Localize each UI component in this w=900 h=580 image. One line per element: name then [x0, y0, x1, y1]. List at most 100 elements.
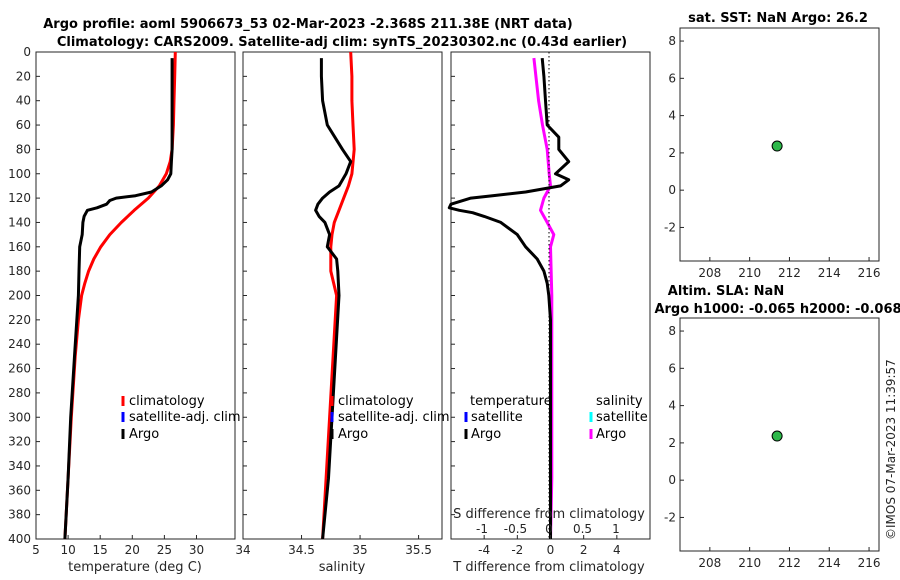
y-tick-label: 6 [668, 71, 676, 85]
sla-ticks: 208 210 212 214 216 8 6 4 2 0 -2 [664, 324, 880, 570]
depth-tick-label: 220 [8, 313, 31, 327]
depth-tick-label: 260 [8, 362, 31, 376]
y-tick-label: 0 [668, 473, 676, 487]
x-tick-label: 212 [778, 266, 801, 280]
x-tick-label: 216 [858, 556, 881, 570]
x-tick-label: 210 [738, 556, 761, 570]
difference-x-ticks: -4 -2 0 2 4 [478, 535, 621, 557]
legend-label: satellite-adj. clim [129, 410, 241, 425]
depth-tick-label: 360 [8, 483, 31, 497]
x-tick-label: 25 [157, 543, 172, 557]
figure-title-line2: Climatology: CARS2009. Satellite-adj cli… [57, 35, 627, 50]
x-tick-label: 5 [32, 543, 40, 557]
sla-title-line1: Altim. SLA: NaN [668, 284, 784, 299]
depth-tick-label: 160 [8, 240, 31, 254]
temperature-legend: climatology satellite-adj. clim Argo [121, 394, 241, 442]
s-tick-label: 1 [612, 522, 620, 536]
x-tick-label: 30 [189, 543, 204, 557]
salinity-xlabel: salinity [319, 560, 366, 575]
temp-climatology-line [63, 51, 177, 540]
figure-title-line1: Argo profile: aoml 5906673_53 02-Mar-202… [43, 17, 573, 32]
y-tick-label: -2 [664, 510, 676, 524]
x-tick-label: 208 [698, 556, 721, 570]
y-tick-label: 0 [668, 183, 676, 197]
depth-tick-labels: 0 20 40 60 80 100 120 140 160 180 200 220 240 260 280 3… [8, 45, 455, 546]
sla-title-line2: Argo h1000: -0.065 h2000: -0.068 [654, 302, 900, 317]
sla-axes [679, 317, 880, 552]
x-tick-label: -2 [511, 543, 523, 557]
sal-climatology-line [321, 51, 356, 540]
x-tick-label: 35.5 [405, 543, 432, 557]
s-tick-label: -1 [476, 522, 488, 536]
x-tick-label: 10 [60, 543, 75, 557]
x-tick-label: 34.5 [288, 543, 315, 557]
s-tick-label: -0.5 [504, 522, 527, 536]
x-tick-label: 216 [858, 266, 881, 280]
x-tick-label: 15 [93, 543, 108, 557]
depth-tick-label: 300 [8, 410, 31, 424]
y-tick-label: 2 [668, 146, 676, 160]
legend-label: climatology [129, 394, 205, 409]
legend-label: satellite [471, 410, 523, 425]
depth-tick-label: 0 [23, 45, 31, 59]
x-tick-label: 210 [738, 266, 761, 280]
temperature-axes [35, 51, 236, 540]
sal-argo-line [314, 58, 353, 540]
depth-tick-label: 200 [8, 289, 31, 303]
x-tick-label: 212 [778, 556, 801, 570]
difference-legend: temperature salinity satellite Argo sate… [464, 394, 648, 442]
difference-xlabel: T difference from climatology [452, 560, 645, 575]
depth-tick-label: 280 [8, 386, 31, 400]
y-tick-label: 2 [668, 436, 676, 450]
depth-tick-label: 180 [8, 264, 31, 278]
temp-argo-line [63, 58, 174, 540]
x-tick-label: 35 [352, 543, 367, 557]
s-tick-label: 0.5 [573, 522, 592, 536]
depth-tick-label: 80 [16, 142, 31, 156]
depth-tick-label: 240 [8, 337, 31, 351]
imos-watermark: ©IMOS 07-Mar-2023 11:39:57 [884, 359, 898, 540]
x-tick-label: 0 [547, 543, 555, 557]
legend-label: climatology [338, 394, 414, 409]
sst-axes [679, 27, 880, 262]
sst-title: sat. SST: NaN Argo: 26.2 [688, 11, 868, 26]
legend-label: Argo [129, 427, 159, 442]
s-difference-ticks: -1-0.500.51 [476, 522, 620, 536]
temperature-xlabel: temperature (deg C) [68, 560, 202, 575]
sla-position-marker [771, 430, 783, 442]
depth-tick-label: 380 [8, 508, 31, 522]
salinity-axes [242, 51, 443, 540]
profile-curves [63, 51, 571, 540]
x-tick-label: 4 [613, 543, 621, 557]
legend-label: Argo [338, 427, 368, 442]
depth-tick-label: 40 [16, 94, 31, 108]
legend-label: satellite-adj. clim [338, 410, 450, 425]
x-tick-label: 214 [818, 556, 841, 570]
temperature-x-ticks: 5 10 15 20 25 30 [32, 535, 204, 557]
x-tick-label: 214 [818, 266, 841, 280]
depth-tick-label: 320 [8, 435, 31, 449]
depth-tick-label: 120 [8, 191, 31, 205]
x-tick-label: 2 [580, 543, 588, 557]
legend-label: Argo [471, 427, 501, 442]
legend-label: Argo [596, 427, 626, 442]
diff-temperature-argo-line [447, 57, 571, 539]
depth-tick-label: 140 [8, 215, 31, 229]
x-tick-label: 20 [125, 543, 140, 557]
legend-label: satellite [596, 410, 648, 425]
x-tick-label: 34 [235, 543, 250, 557]
legend-title-salinity: salinity [596, 394, 643, 409]
depth-tick-label: 100 [8, 167, 31, 181]
x-tick-label: 208 [698, 266, 721, 280]
depth-tick-label: 400 [8, 532, 31, 546]
x-tick-label: -4 [478, 543, 490, 557]
depth-tick-label: 340 [8, 459, 31, 473]
y-tick-label: 4 [668, 109, 676, 123]
s-difference-label: S difference from climatology [453, 507, 645, 522]
y-tick-label: 8 [668, 324, 676, 338]
salinity-x-ticks: 34 34.5 35 35.5 [235, 535, 432, 557]
depth-tick-label: 20 [16, 69, 31, 83]
sst-position-marker [771, 140, 783, 152]
y-tick-label: 4 [668, 399, 676, 413]
